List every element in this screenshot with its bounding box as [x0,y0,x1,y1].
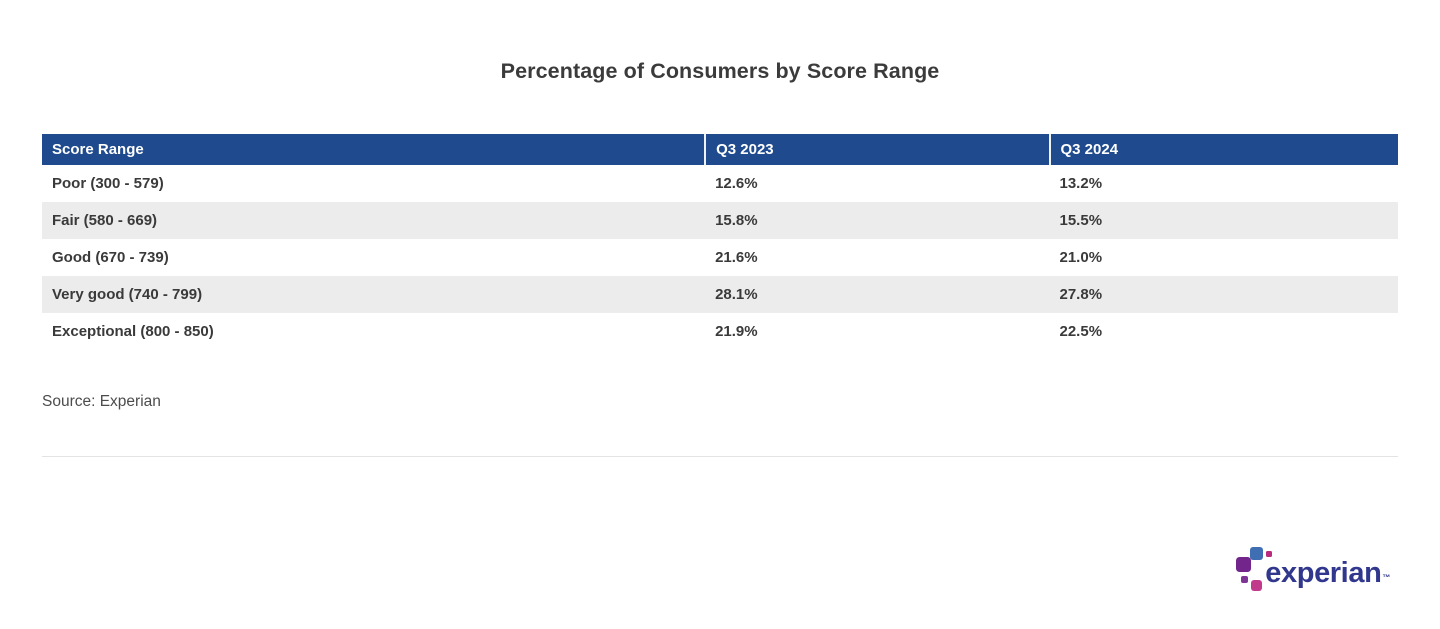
cell-q3-2024: 22.5% [1059,323,1103,340]
trademark-symbol: ™ [1382,573,1390,582]
table-row: Good (670 - 739) 21.6% 21.0% [42,239,1398,276]
table-row: Poor (300 - 579) 12.6% 13.2% [42,165,1398,202]
cell-q3-2024: 15.5% [1059,212,1103,229]
cell-score-range: Good (670 - 739) [52,249,169,266]
experian-wordmark: experian™ [1265,557,1390,589]
cell-q3-2023: 12.6% [715,175,758,192]
cell-q3-2024: 13.2% [1059,175,1103,192]
cell-q3-2023: 21.6% [715,249,758,266]
cell-q3-2023: 21.9% [715,323,758,340]
divider [42,456,1398,457]
column-header-score-range: Score Range [42,134,706,165]
cell-score-range: Very good (740 - 799) [52,286,203,303]
table-header-row: Score Range Q3 2023 Q3 2024 [42,134,1398,165]
cell-score-range: Fair (580 - 669) [52,212,158,229]
source-note: Source: Experian [42,393,161,410]
experian-logo: experian™ [1234,539,1390,593]
figure: Percentage of Consumers by Score Range S… [0,58,1440,629]
table-row: Exceptional (800 - 850) 21.9% 22.5% [42,313,1398,350]
table-row: Very good (740 - 799) 28.1% 27.8% [42,276,1398,313]
table-row: Fair (580 - 669) 15.8% 15.5% [42,202,1398,239]
cell-q3-2024: 27.8% [1059,286,1103,303]
cell-score-range: Exceptional (800 - 850) [52,323,214,340]
score-range-table: Score Range Q3 2023 Q3 2024 Poor (300 - … [42,134,1398,350]
cell-q3-2023: 15.8% [715,212,758,229]
column-header-q3-2024: Q3 2024 [1048,134,1398,165]
score-range-table-container: Score Range Q3 2023 Q3 2024 Poor (300 - … [42,134,1398,350]
cell-q3-2024: 21.0% [1059,249,1103,266]
column-header-q3-2023: Q3 2023 [704,134,1050,165]
cell-q3-2023: 28.1% [715,286,758,303]
page-title: Percentage of Consumers by Score Range [500,59,940,83]
cell-score-range: Poor (300 - 579) [52,175,164,192]
